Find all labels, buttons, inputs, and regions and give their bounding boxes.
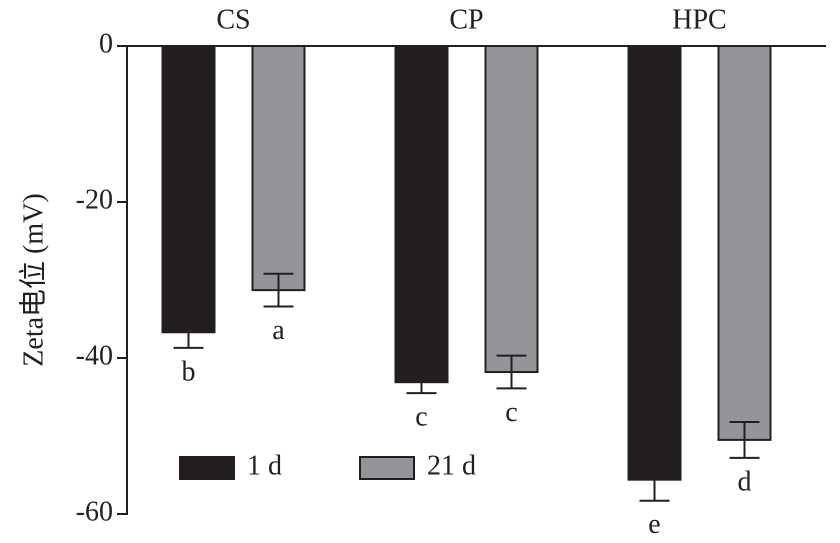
significance-label: b xyxy=(182,356,196,387)
significance-label: a xyxy=(272,315,285,346)
bar xyxy=(717,45,772,441)
legend-swatch xyxy=(359,456,415,480)
category-label: CP xyxy=(449,4,483,35)
significance-label: c xyxy=(415,402,427,433)
bar xyxy=(484,45,539,374)
legend-label: 1 d xyxy=(247,450,282,481)
significance-label: c xyxy=(505,397,517,428)
legend-label: 21 d xyxy=(427,450,476,481)
bar xyxy=(394,45,449,384)
bar xyxy=(161,45,216,334)
y-tick-label: -60 xyxy=(76,496,113,527)
y-tick-label: -20 xyxy=(76,184,113,215)
y-tick-label: 0 xyxy=(99,28,113,59)
y-axis-label: Zeta电位 (mV) xyxy=(17,193,49,366)
category-label: CS xyxy=(216,4,250,35)
significance-label: d xyxy=(738,466,752,497)
significance-label: e xyxy=(648,509,660,540)
bar xyxy=(627,45,682,481)
bar xyxy=(251,45,306,292)
category-label: HPC xyxy=(672,4,726,35)
legend-swatch xyxy=(179,456,235,480)
y-tick-label: -40 xyxy=(76,340,113,371)
